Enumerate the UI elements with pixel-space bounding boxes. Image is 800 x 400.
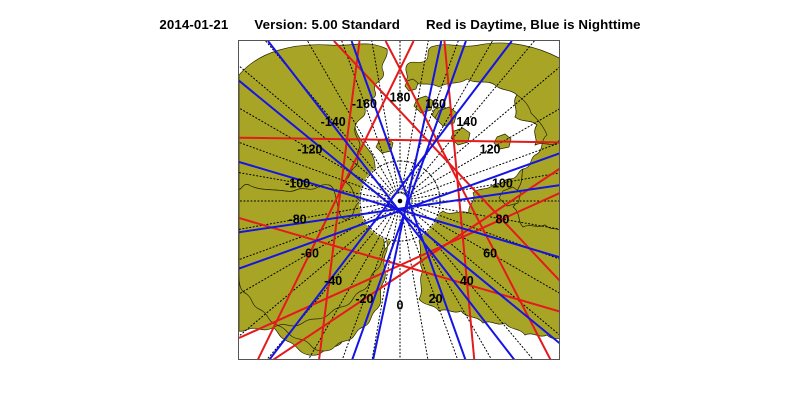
- svg-text:-20: -20: [355, 292, 373, 306]
- svg-text:100: 100: [492, 176, 513, 190]
- svg-text:0: 0: [397, 299, 404, 313]
- svg-text:80: 80: [495, 213, 509, 227]
- svg-text:160: 160: [425, 97, 446, 111]
- svg-text:-120: -120: [297, 143, 322, 157]
- svg-text:-140: -140: [321, 115, 346, 129]
- svg-text:120: 120: [480, 143, 501, 157]
- svg-text:-80: -80: [289, 213, 307, 227]
- svg-text:140: 140: [456, 115, 477, 129]
- svg-text:40: 40: [460, 274, 474, 288]
- svg-text:20: 20: [429, 292, 443, 306]
- svg-text:-160: -160: [352, 97, 377, 111]
- svg-text:-60: -60: [301, 247, 319, 261]
- svg-text:-40: -40: [324, 274, 342, 288]
- svg-text:60: 60: [483, 247, 497, 261]
- svg-text:180: 180: [390, 91, 411, 105]
- svg-text:-100: -100: [285, 176, 310, 190]
